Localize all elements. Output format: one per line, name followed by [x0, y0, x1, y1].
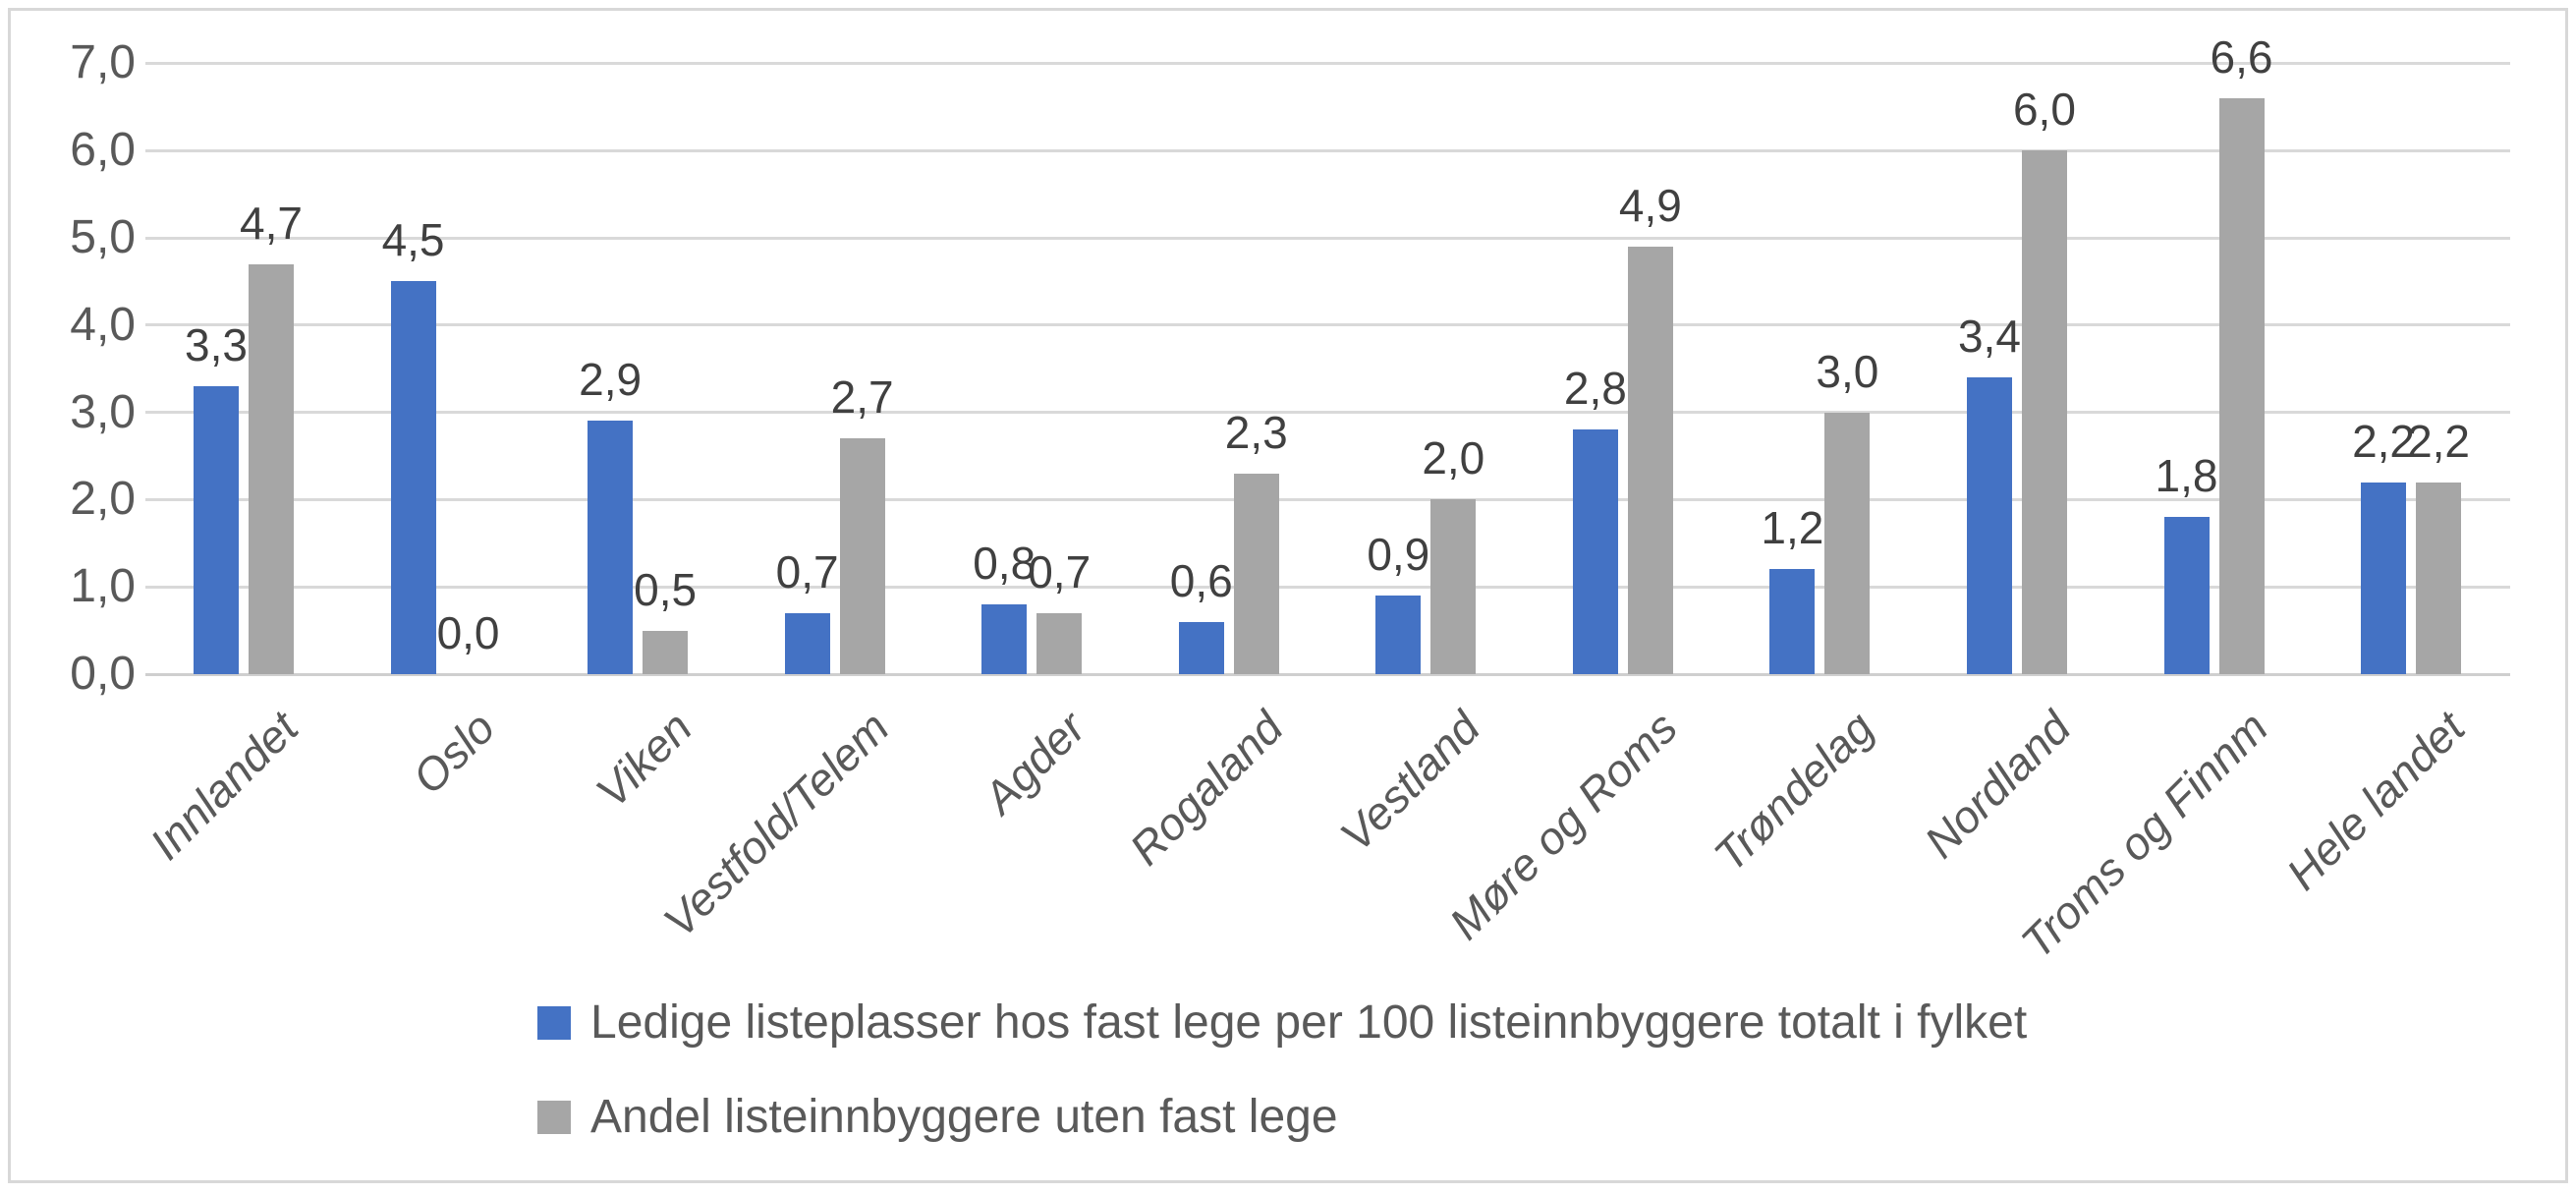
y-axis-tick-label: 2,0: [70, 473, 136, 526]
bar-value-label: 0,7: [1028, 545, 1092, 597]
gridline: [145, 323, 2510, 327]
y-axis-tick-label: 6,0: [70, 124, 136, 177]
x-axis-category-label: Nordland: [1914, 702, 2081, 868]
bar-gray: [1824, 412, 1871, 674]
bar-gray: [1430, 499, 1477, 674]
bar-blue: [1178, 621, 1224, 674]
bar-value-label: 1,8: [2155, 450, 2218, 502]
chart-frame: 0,0 1,0 2,0 3,0 4,0 5,0 6,0 7,0 3,3 4,7 4,5 0,0 2,9…: [8, 8, 2568, 1183]
bar-value-label: 0,8: [973, 537, 1036, 589]
bar-value-label: 1,2: [1761, 502, 1824, 554]
bar-value-label: 4,9: [1618, 179, 1682, 231]
bar-gray: [1627, 246, 1673, 674]
y-axis-tick-label: 3,0: [70, 385, 136, 438]
bar-value-label: 2,2: [2407, 415, 2471, 467]
bar-value-label: 0,5: [634, 563, 698, 615]
y-axis-tick-label: 0,0: [70, 648, 136, 700]
bar-gray: [1036, 612, 1083, 674]
legend-swatch-blue-icon: [537, 1006, 571, 1040]
bar-value-label: 6,0: [2012, 84, 2076, 136]
bar-value-label: 2,3: [1224, 406, 1288, 458]
bar-blue: [2361, 482, 2407, 674]
bar-blue: [1572, 429, 1618, 674]
bar-value-label: 0,9: [1367, 529, 1430, 581]
bar-gray: [643, 630, 689, 674]
legend-label-series2: Andel listeinnbyggere uten fast lege: [590, 1091, 1338, 1143]
bar-blue: [981, 603, 1028, 674]
bar-value-label: 2,9: [579, 354, 643, 406]
bar-value-label: 3,0: [1816, 345, 1879, 397]
bar-blue: [2163, 517, 2210, 674]
bar-blue: [588, 421, 634, 674]
bar-blue: [1769, 569, 1816, 674]
x-axis-category-label: Viken: [586, 702, 701, 818]
bar-blue: [390, 281, 436, 674]
x-axis-category-label: Agder: [974, 702, 1095, 824]
bar-gray: [2218, 97, 2265, 674]
legend-item-series2: Andel listeinnbyggere uten fast lege: [537, 1090, 2027, 1145]
bar-value-label: 2,7: [830, 371, 894, 424]
x-axis-category-label: Rogaland: [1119, 702, 1293, 876]
bar-gray: [839, 438, 885, 674]
bar-value-label: 2,8: [1563, 363, 1627, 415]
bar-value-label: 3,3: [185, 318, 248, 370]
gridline: [145, 61, 2510, 65]
bar-value-label: 0,7: [775, 545, 839, 597]
bar-blue: [194, 385, 239, 674]
x-axis-category-label: Hele landet: [2276, 702, 2475, 900]
bar-gray: [249, 263, 294, 674]
bar-blue: [1966, 377, 2012, 674]
bar-value-label: 2,0: [1422, 432, 1485, 484]
bar-value-label: 4,7: [240, 197, 303, 249]
legend-item-series1: Ledige listeplasser hos fast lege per 10…: [537, 995, 2027, 1051]
bar-value-label: 2,2: [2352, 415, 2416, 467]
bar-blue: [784, 612, 830, 674]
legend: Ledige listeplasser hos fast lege per 10…: [537, 995, 2027, 1145]
x-axis-line: [145, 672, 2510, 676]
bar-value-label: 3,4: [1957, 311, 2021, 363]
legend-label-series1: Ledige listeplasser hos fast lege per 10…: [590, 996, 2028, 1049]
y-axis-tick-label: 5,0: [70, 211, 136, 263]
x-axis-category-label: Innlandet: [140, 702, 308, 870]
y-axis-tick-label: 1,0: [70, 560, 136, 613]
x-axis-category-label: Vestland: [1329, 702, 1490, 862]
gridline: [145, 411, 2510, 415]
x-axis-category-label: Oslo: [402, 702, 505, 804]
bar-gray: [1233, 473, 1279, 674]
bar-gray: [2021, 150, 2067, 674]
gridline: [145, 236, 2510, 240]
bar-value-label: 4,5: [381, 214, 445, 266]
gridline: [145, 585, 2510, 589]
y-axis-tick-label: 4,0: [70, 298, 136, 351]
gridline: [145, 148, 2510, 152]
bar-value-label: 6,6: [2210, 30, 2273, 83]
legend-swatch-gray-icon: [537, 1101, 571, 1134]
bar-blue: [1375, 596, 1422, 674]
bar-gray: [2416, 482, 2462, 674]
y-axis-tick-label: 7,0: [70, 36, 136, 89]
gridline: [145, 497, 2510, 501]
x-axis-category-label: Trøndelag: [1704, 702, 1884, 881]
bar-value-label: 0,0: [436, 607, 500, 658]
bar-value-label: 0,6: [1169, 554, 1233, 606]
